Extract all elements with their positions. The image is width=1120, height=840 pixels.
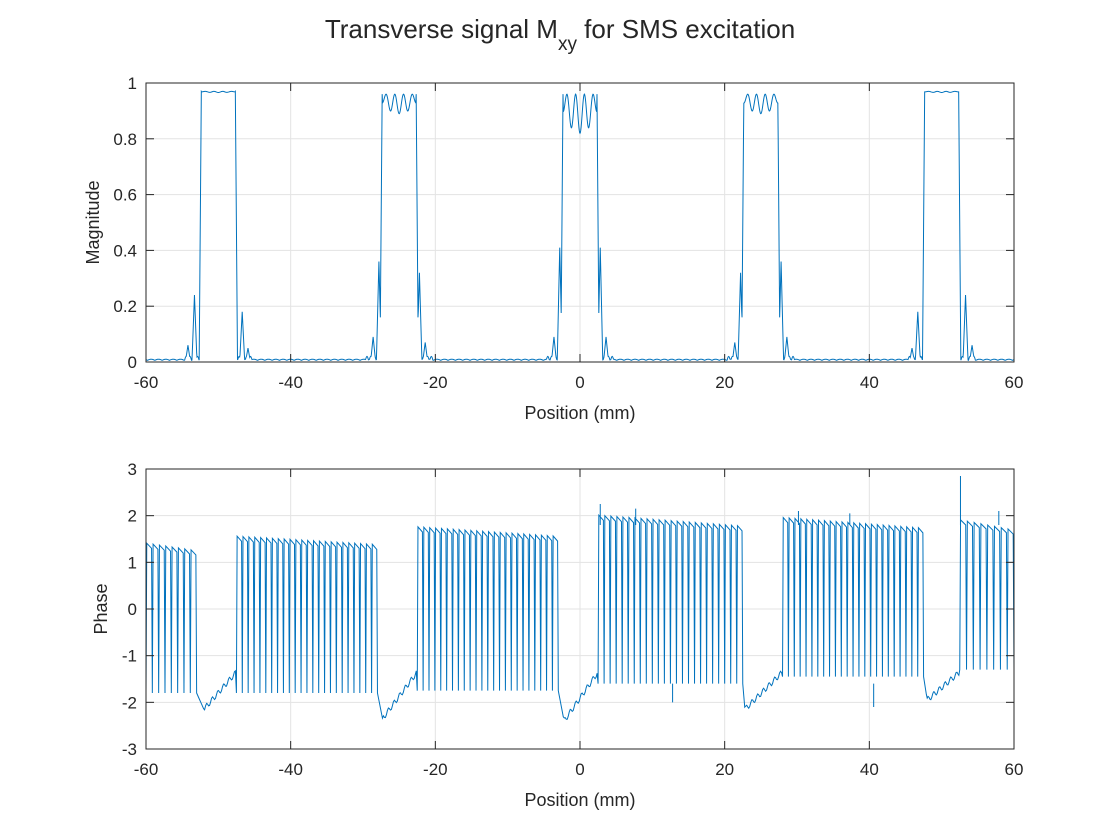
x-tick-label: -60 (134, 760, 159, 779)
x-tick-label: 0 (575, 760, 584, 779)
figure-title-subscript: xy (558, 34, 578, 55)
y-tick-label: -1 (122, 647, 137, 666)
magnitude-axes: -60 -40 -20 0 20 40 60 0 0.2 0.4 0.6 0.8 1 Position … (83, 74, 1023, 423)
y-tick-label: 0 (128, 600, 137, 619)
figure-title-tail: for SMS excitation (577, 14, 795, 44)
x-tick-label: 0 (575, 373, 584, 392)
x-tick-label: 40 (860, 373, 879, 392)
y-tick-label: 0.4 (113, 241, 137, 260)
x-tick-label: -40 (278, 373, 303, 392)
phase-axes: -60 -40 -20 0 20 40 60 -3 -2 -1 0 1 2 3 Position (mm)… (91, 460, 1023, 810)
magnitude-xlabel: Position (mm) (524, 403, 635, 423)
magnitude-ticks: -60 -40 -20 0 20 40 60 0 0.2 0.4 0.6 0.8 1 (113, 74, 1023, 392)
x-tick-label: 60 (1005, 760, 1024, 779)
x-tick-label: -20 (423, 373, 448, 392)
y-tick-label: -3 (122, 740, 137, 759)
y-tick-label: 0.8 (113, 130, 137, 149)
x-tick-label: -20 (423, 760, 448, 779)
x-tick-label: 40 (860, 760, 879, 779)
y-tick-label: 1 (128, 553, 137, 572)
y-tick-label: 2 (128, 507, 137, 526)
phase-ticks: -60 -40 -20 0 20 40 60 -3 -2 -1 0 1 2 3 (122, 460, 1024, 779)
x-tick-label: -60 (134, 373, 159, 392)
figure-title: Transverse signal Mxy for SMS excitation (325, 14, 795, 55)
y-tick-label: 0.2 (113, 297, 137, 316)
y-tick-label: -2 (122, 693, 137, 712)
x-tick-label: 20 (715, 373, 734, 392)
y-tick-label: 0.6 (113, 186, 137, 205)
phase-grid (146, 469, 1014, 749)
x-tick-label: -40 (278, 760, 303, 779)
phase-xlabel: Position (mm) (524, 790, 635, 810)
phase-ylabel: Phase (91, 583, 111, 634)
y-tick-label: 1 (128, 74, 137, 93)
magnitude-ylabel: Magnitude (83, 180, 103, 264)
y-tick-label: 3 (128, 460, 137, 479)
magnitude-grid (146, 83, 1014, 362)
x-tick-label: 60 (1005, 373, 1024, 392)
x-tick-label: 20 (715, 760, 734, 779)
phase-curve (145, 476, 1015, 720)
y-tick-label: 0 (128, 353, 137, 372)
figure-title-main: Transverse signal M (325, 14, 558, 44)
